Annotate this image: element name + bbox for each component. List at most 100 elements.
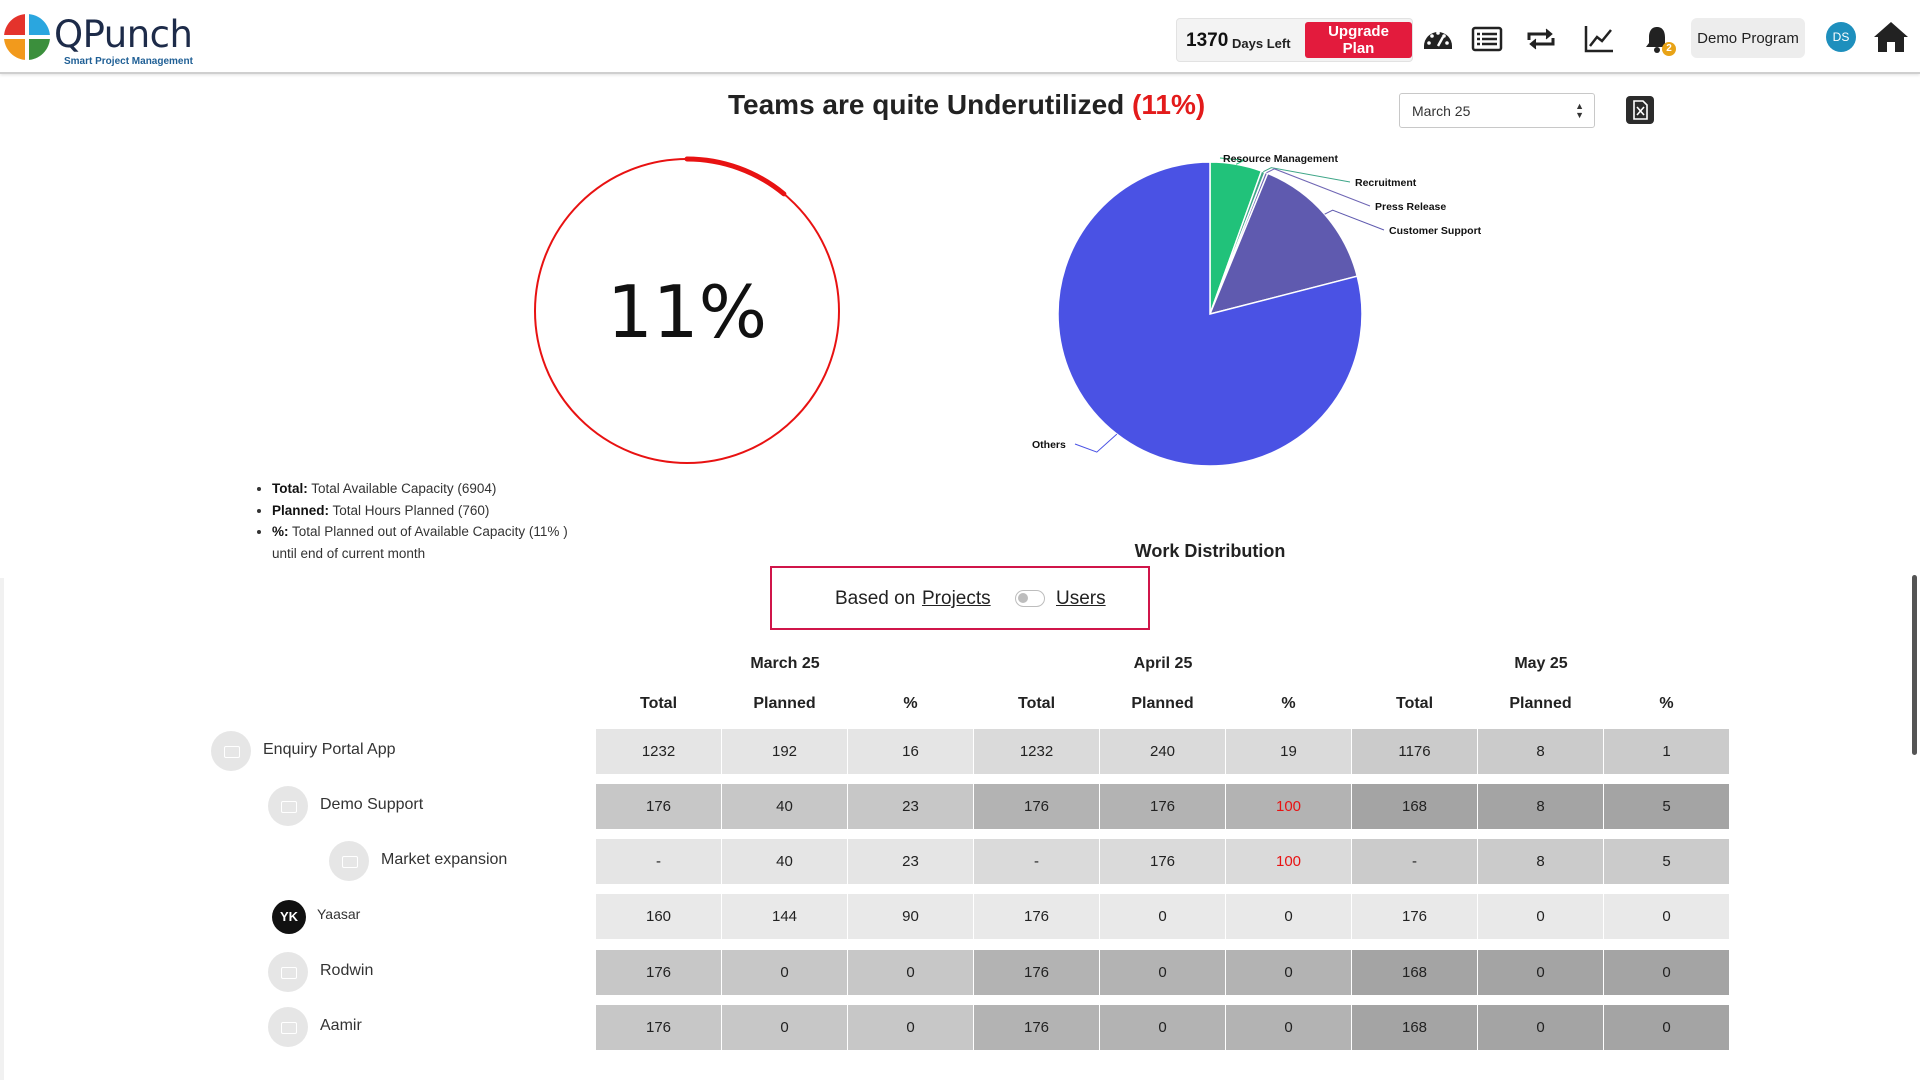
table-cell: 0 [1100,950,1225,995]
row-label[interactable]: Rodwin [320,962,374,979]
days-left-box: 1370 Days Left Upgrade Plan [1176,18,1413,62]
page-title: Teams are quite Underutilized (11%) [728,89,1205,121]
table-cell: 0 [1604,894,1729,939]
pie-leader-line [1324,209,1385,231]
row-label[interactable]: Market expansion [381,851,508,868]
table-cell: 0 [1226,894,1351,939]
legend-text: Total Planned out of Available Capacity … [292,524,568,539]
table-cell: 176 [974,1005,1099,1050]
table-cell: 176 [1100,784,1225,829]
table-cell: 19 [1226,729,1351,774]
table-cell: 1232 [974,729,1099,774]
table-cell: 176 [974,784,1099,829]
table-cell: 176 [974,950,1099,995]
select-arrows-icon: ▲ ▼ [1575,101,1584,120]
bell-icon[interactable] [1640,22,1674,56]
table-cell: 0 [1226,950,1351,995]
table-cell: - [974,839,1099,884]
table-cell: 5 [1604,784,1729,829]
capacity-legend: Total: Total Available Capacity (6904) P… [254,478,614,564]
table-cell: 0 [1478,950,1603,995]
pie-slice[interactable] [1057,161,1363,467]
table-cell: 176 [596,784,721,829]
repeat-icon[interactable] [1524,22,1558,56]
export-excel-button[interactable] [1626,96,1654,124]
legend-item-percent: %: Total Planned out of Available Capaci… [272,521,614,564]
project-icon [329,841,369,881]
legend-item-total: Total: Total Available Capacity (6904) [272,478,614,500]
pie-leader-line [1074,433,1118,453]
row-label[interactable]: Demo Support [320,796,424,813]
user-avatar[interactable]: DS [1826,22,1856,52]
table-cell: 168 [1352,1005,1477,1050]
trend-chart-icon[interactable] [1582,22,1616,56]
page-scrollbar[interactable] [1912,575,1917,755]
upgrade-plan-button[interactable]: Upgrade Plan [1305,22,1412,58]
pie-slice-label: Resource Management [1223,153,1338,165]
legend-note: until end of current month [272,545,426,561]
table-cell: 0 [1478,1005,1603,1050]
row-label[interactable]: Yaasar [317,906,361,922]
excel-file-icon [1633,100,1648,120]
notification-count-badge: 2 [1662,42,1676,56]
work-distribution-pie: Resource Management Recruitment Press Rele… [1032,153,1482,467]
month-header: May 25 [1514,655,1568,672]
row-label[interactable]: Aamir [320,1017,362,1034]
toggle-prefix-label: Based on [835,588,916,609]
project-icon [268,786,308,826]
table-cell: 0 [1604,1005,1729,1050]
table-cell: 1 [1604,729,1729,774]
column-header: % [1281,695,1296,712]
table-cell: 0 [722,950,847,995]
pie-leader-line [1219,157,1246,165]
table-cell: 168 [1352,784,1477,829]
title-text: Teams are quite Underutilized [728,89,1125,120]
projects-users-switch[interactable] [1015,590,1045,607]
month-select-value: March 25 [1412,102,1471,119]
pie-slice-label: Recruitment [1355,177,1417,189]
work-distribution-title: Work Distribution [1134,541,1286,561]
table-cell: 176 [596,950,721,995]
legend-label: Planned: [272,502,330,518]
column-header: Planned [1509,695,1572,712]
column-header: Total [1017,695,1056,712]
table-cell: 176 [596,1005,721,1050]
table-cell: 176 [1100,839,1225,884]
column-header: Planned [1131,695,1194,712]
pie-slice-label: Press Release [1375,201,1446,213]
logo-mark-icon [4,14,50,60]
legend-item-planned: Planned: Total Hours Planned (760) [272,500,614,522]
pie-slice-label: Customer Support [1389,225,1482,237]
table-cell: 0 [1100,1005,1225,1050]
projects-toggle-link[interactable]: Projects [922,588,991,609]
month-header: April 25 [1133,655,1193,672]
table-cell: 0 [1478,894,1603,939]
list-icon[interactable] [1470,22,1504,56]
users-toggle-link[interactable]: Users [1056,588,1106,609]
column-header: % [903,695,918,712]
month-header: March 25 [750,655,820,672]
table-cell: 0 [722,1005,847,1050]
column-header: Total [639,695,678,712]
legend-text: Total Hours Planned (760) [332,502,490,518]
distribution-toggle-box: Based on Projects Users [770,566,1150,630]
dashboard-icon[interactable] [1421,22,1455,56]
pie-leader-line [1263,167,1351,183]
row-label[interactable]: Enquiry Portal App [263,741,396,758]
table-cell: 0 [848,1005,973,1050]
table-cell: 0 [1100,894,1225,939]
qpunch-logo[interactable]: QPunch Smart Project Management [4,10,204,67]
table-cell: 1176 [1352,729,1477,774]
pie-leader-line [1266,168,1371,207]
legend-text: Total Available Capacity (6904) [311,481,497,496]
table-cell: 40 [722,839,847,884]
table-cell: - [1352,839,1477,884]
days-left-label: Days Left [1232,36,1291,51]
month-select-dropdown[interactable]: March 25 ▲ ▼ [1399,93,1595,128]
table-cell: 0 [1226,1005,1351,1050]
program-selector-button[interactable]: Demo Program [1691,18,1805,58]
table-cell: 5 [1604,839,1729,884]
home-icon[interactable] [1872,18,1910,56]
table-cell: 40 [722,784,847,829]
utilization-gauge [534,156,840,464]
